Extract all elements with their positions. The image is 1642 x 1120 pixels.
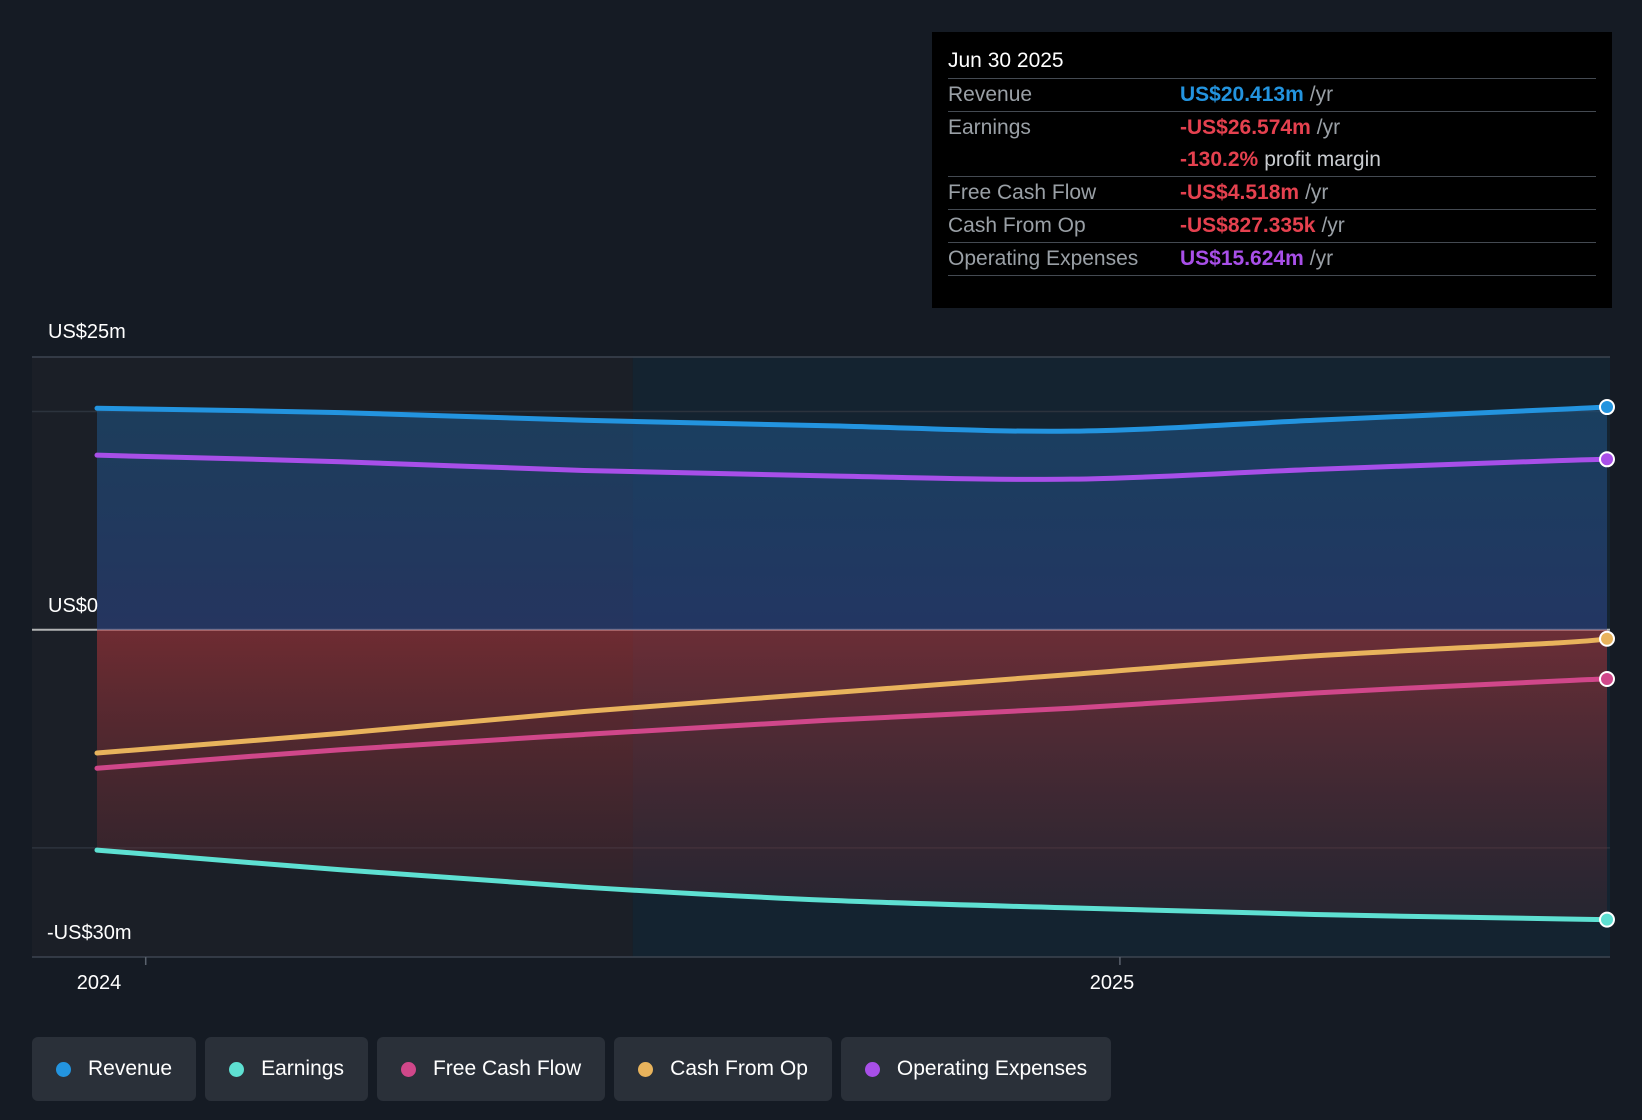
legend: Revenue Earnings Free Cash Flow Cash Fro… — [32, 1037, 1112, 1101]
tooltip-label: Free Cash Flow — [948, 181, 1097, 204]
x-tick-label-2024: 2024 — [76, 972, 122, 994]
cash-from-op-end-marker[interactable] — [1599, 630, 1615, 647]
tooltip-date: Jun 30 2025 — [948, 46, 1596, 79]
operating-expenses-line — [94, 452, 1610, 482]
tooltip-row-earnings: Earnings -US$26.574m/yr — [948, 112, 1596, 144]
series-areas — [97, 407, 1607, 920]
revenue-line — [94, 404, 1610, 434]
legend-label: Revenue — [88, 1057, 173, 1080]
cash-from-op-line — [94, 636, 1610, 756]
legend-label: Operating Expenses — [896, 1057, 1088, 1080]
tooltip-row-fcf: Free Cash Flow -US$4.518m/yr — [948, 177, 1596, 210]
revenue-area — [97, 407, 1607, 630]
y-tick-label-top: US$25m — [48, 321, 126, 343]
tooltip-label: Revenue — [948, 83, 1033, 106]
legend-item-cash-from-op[interactable]: Cash From Op — [614, 1037, 832, 1101]
tooltip-row-cfo: Cash From Op -US$827.335k/yr — [948, 210, 1596, 243]
legend-item-operating-expenses[interactable]: Operating Expenses — [840, 1037, 1112, 1101]
revenue-dot-icon — [56, 1061, 71, 1077]
tooltip-panel: Jun 30 2025 Revenue US$20.413m/yr Earnin… — [932, 32, 1612, 308]
tooltip-label: Cash From Op — [948, 214, 1086, 237]
y-tick-label-bottom: -US$30m — [47, 922, 132, 944]
cash-from-op-dot-icon — [638, 1061, 654, 1077]
tooltip-row-revenue: Revenue US$20.413m/yr — [948, 79, 1596, 112]
y-tick-label-zero: US$0 — [48, 595, 99, 617]
tooltip-value: US$20.413m/yr — [1180, 83, 1334, 106]
tooltip-value: -US$827.335k/yr — [1180, 214, 1345, 237]
tooltip-value: -US$4.518m/yr — [1180, 181, 1329, 204]
earnings-dot-icon — [229, 1061, 245, 1077]
tooltip-row-margin: -130.2% profit margin — [948, 144, 1596, 177]
free-cash-flow-dot-icon — [400, 1061, 416, 1077]
legend-label: Free Cash Flow — [432, 1057, 582, 1080]
earnings-area — [97, 629, 1607, 920]
operating-expenses-dot-icon — [864, 1061, 880, 1077]
x-tick-label-2025: 2025 — [1089, 972, 1135, 994]
operating-expenses-end-marker[interactable] — [1599, 451, 1615, 468]
tooltip-value: US$15.624m/yr — [1180, 247, 1334, 270]
free-cash-flow-end-marker[interactable] — [1599, 671, 1615, 688]
tooltip-label: Operating Expenses — [948, 247, 1139, 270]
tooltip-label: Earnings — [948, 116, 1031, 139]
end-markers — [1599, 399, 1615, 928]
legend-label: Cash From Op — [670, 1057, 808, 1080]
earnings-line — [94, 847, 1610, 923]
tooltip-value: -US$26.574m/yr — [1180, 116, 1341, 139]
legend-item-revenue[interactable]: Revenue — [32, 1037, 197, 1101]
earnings-end-marker[interactable] — [1599, 911, 1615, 928]
revenue-end-marker[interactable] — [1599, 399, 1615, 416]
legend-item-earnings[interactable]: Earnings — [205, 1037, 368, 1101]
legend-item-free-cash-flow[interactable]: Free Cash Flow — [376, 1037, 606, 1101]
series-lines — [94, 404, 1610, 923]
free-cash-flow-line — [94, 676, 1610, 771]
legend-label: Earnings — [261, 1057, 344, 1080]
tooltip-spacer — [948, 144, 1180, 176]
tooltip-row-opex: Operating Expenses US$15.624m/yr — [948, 243, 1596, 276]
tooltip-value: -130.2% profit margin — [1180, 148, 1381, 171]
